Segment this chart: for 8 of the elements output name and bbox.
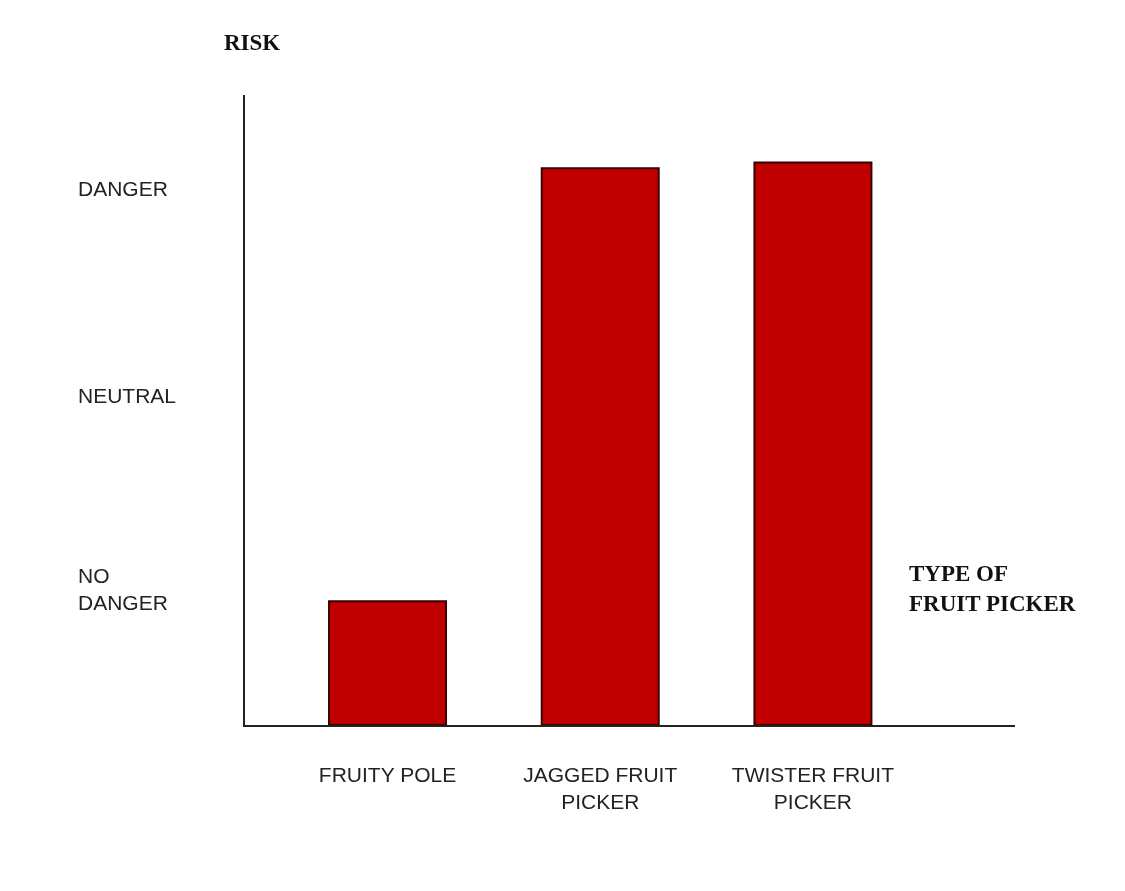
text: NEUTRAL [78, 384, 177, 407]
x-tick-label: TWISTER FRUIT PICKER [731, 762, 895, 814]
text: NO DANGER [78, 564, 168, 615]
text: DANGER [78, 177, 168, 200]
y-axis-title: RISK [224, 30, 281, 55]
x-tick-label: JAGGED FRUIT PICKER [523, 762, 678, 814]
x-tick-label: FRUITY POLE [318, 762, 457, 786]
x-axis-title: TYPE OF FRUIT PICKER [909, 561, 1076, 616]
